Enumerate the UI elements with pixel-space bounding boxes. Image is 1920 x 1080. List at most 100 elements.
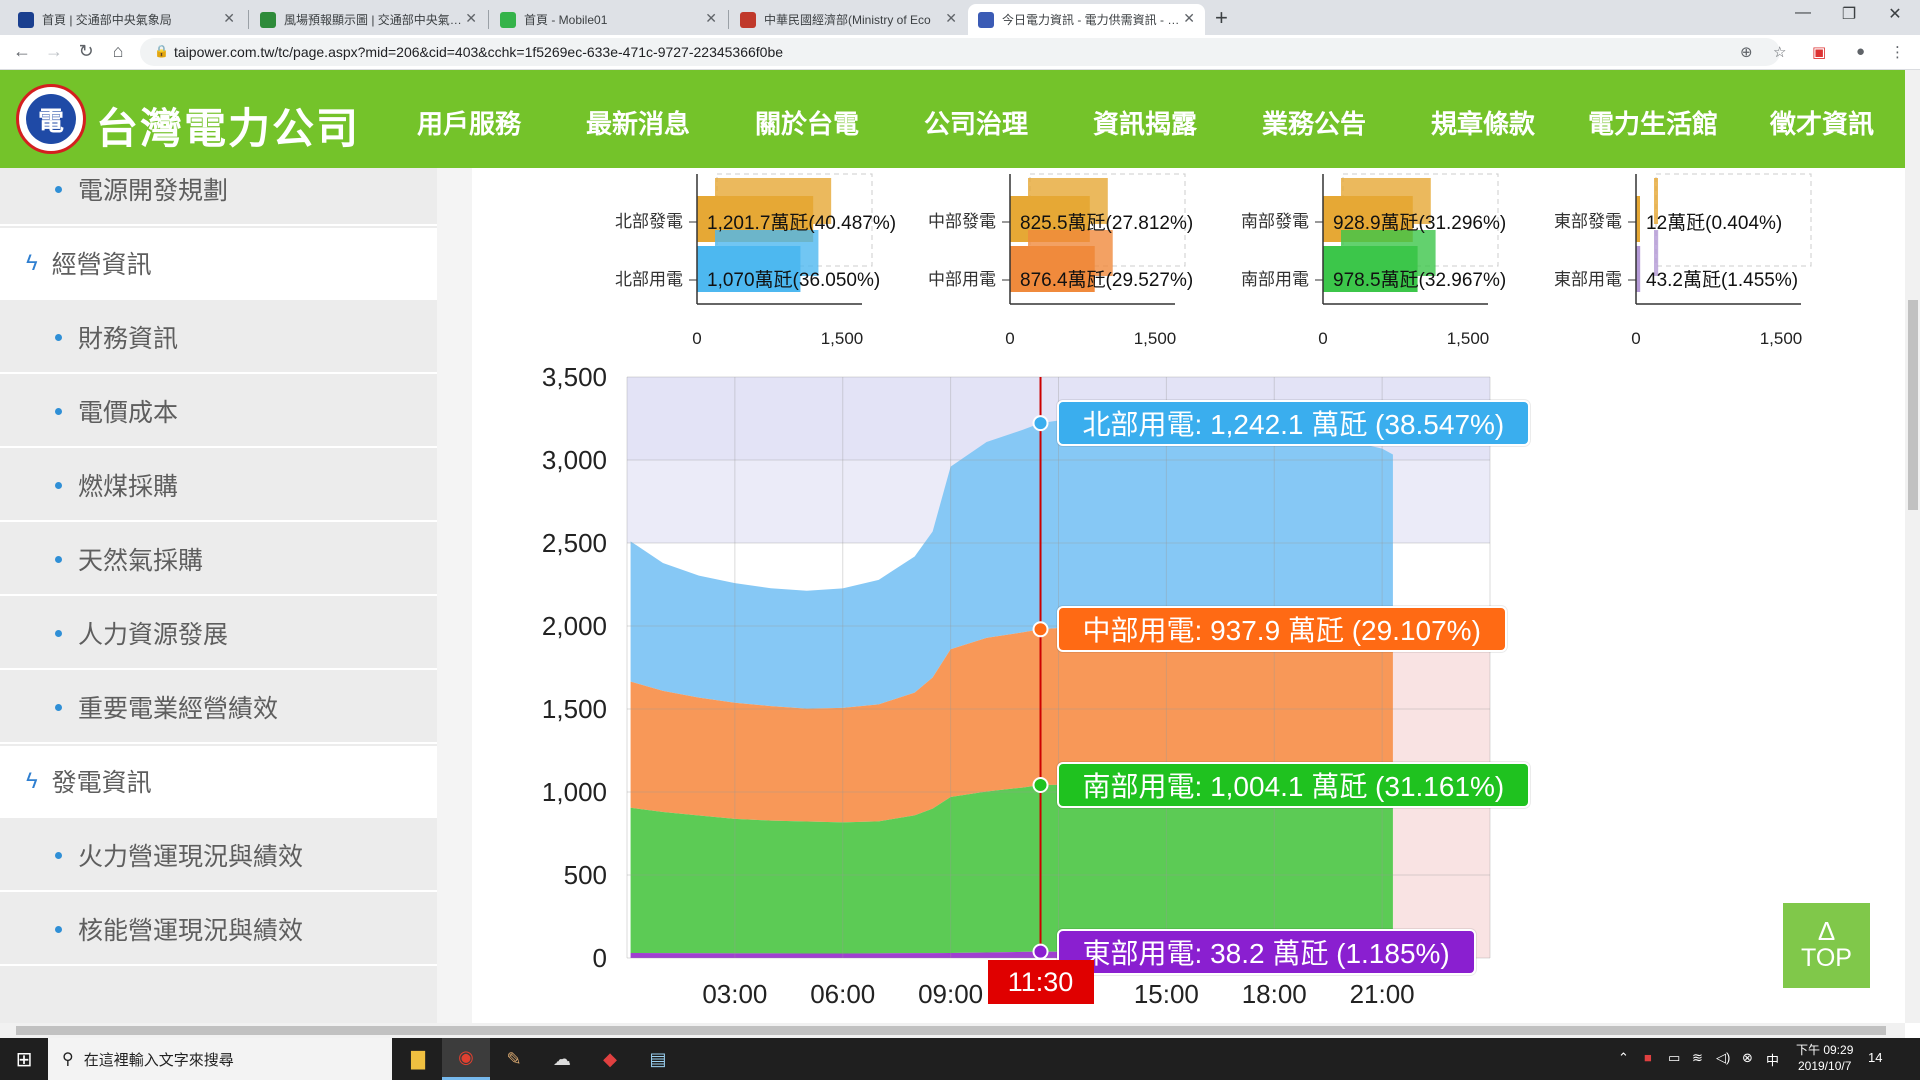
sidebar-item[interactable]: 燃煤採購 — [0, 450, 437, 522]
tab-favicon-icon — [260, 11, 276, 28]
extension-icon[interactable]: ▣ — [1812, 44, 1827, 61]
y-tick-label: 1,500 — [542, 694, 607, 724]
use-bar — [1636, 246, 1641, 292]
sidebar-item[interactable]: 核能營運現況與績效 — [0, 894, 437, 966]
lightning-icon: ϟ — [26, 250, 38, 275]
x-tick-label: 09:00 — [918, 979, 983, 1009]
scroll-thumb[interactable] — [16, 1026, 1886, 1035]
back-to-top-button[interactable]: Δ TOP — [1783, 903, 1870, 988]
x-tick-label: 03:00 — [702, 979, 767, 1009]
tray-app-icon[interactable]: ■ — [1644, 1050, 1652, 1065]
scroll-thumb[interactable] — [1908, 300, 1918, 510]
horizontal-scrollbar[interactable] — [0, 1023, 1905, 1038]
taskbar-search[interactable]: ⚲ 在這裡輸入文字來搜尋 — [48, 1038, 392, 1080]
tab-close-icon[interactable]: ✕ — [223, 10, 235, 26]
tab-close-icon[interactable]: ✕ — [945, 10, 957, 26]
reload-icon[interactable]: ↻ — [78, 41, 94, 61]
bookmark-star-icon[interactable]: ☆ — [1773, 44, 1787, 61]
menu-item-news[interactable]: 最新消息 — [586, 109, 691, 139]
menu-item-disclosure[interactable]: 資訊揭露 — [1093, 109, 1198, 139]
volume-icon[interactable]: ◁) — [1716, 1050, 1731, 1065]
region-gen-label: 北部發電 — [615, 212, 683, 231]
sidebar-item[interactable]: 電價成本 — [0, 376, 437, 448]
y-tick-label: 0 — [593, 943, 607, 973]
up-arrow-icon: Δ — [1817, 916, 1836, 946]
sidebar-item-label: 火力營運現況與績效 — [78, 843, 304, 871]
home-icon[interactable]: ⌂ — [112, 41, 124, 61]
browser-tab-active[interactable]: 今日電力資訊 - 電力供需資訊 - … ✕ — [968, 4, 1205, 35]
profile-icon[interactable]: ● — [1856, 43, 1866, 60]
chrome-icon[interactable]: ◉ — [442, 1038, 490, 1080]
series-marker — [1032, 415, 1049, 432]
input-method-icon[interactable]: 中 — [1766, 1053, 1780, 1068]
menu-item-life-hall[interactable]: 電力生活館 — [1588, 109, 1719, 139]
tab-close-icon[interactable]: ✕ — [1183, 10, 1195, 26]
menu-item-regulations[interactable]: 規章條款 — [1431, 109, 1536, 139]
tab-close-icon[interactable]: ✕ — [705, 10, 717, 26]
browser-tab[interactable]: 首頁 - Mobile01 ✕ — [490, 4, 727, 35]
clock-date: 2019/10/7 — [1797, 1059, 1852, 1073]
menu-item-careers[interactable]: 徵才資訊 — [1770, 109, 1875, 139]
windows-start-icon[interactable]: ⊞ — [15, 1048, 33, 1071]
bullet-icon — [55, 555, 62, 563]
sidebar-item[interactable]: 電源開發規劃 — [0, 168, 437, 226]
close-window-button[interactable]: ✕ — [1888, 6, 1902, 23]
use-value-label: 978.5萬瓩(32.967%) — [1333, 269, 1506, 291]
address-bar[interactable]: 🔒 taipower.com.tw/tc/page.aspx?mid=206&c… — [140, 38, 1780, 66]
menu-item-governance[interactable]: 公司治理 — [924, 109, 1029, 139]
use-bar — [697, 246, 801, 292]
browser-tab[interactable]: 中華民國經濟部(Ministry of Eco ✕ — [730, 4, 967, 35]
sidebar-item[interactable]: 財務資訊 — [0, 302, 437, 374]
sidebar-item[interactable]: 人力資源發展 — [0, 598, 437, 670]
minimize-button[interactable]: — — [1795, 4, 1811, 21]
notification-icon[interactable]: 14 — [1868, 1050, 1882, 1065]
series-tooltip: 南部用電: 1,004.1 萬瓩 (31.161%) — [1056, 761, 1531, 808]
app-icon[interactable]: ▤ — [649, 1048, 667, 1069]
panel-tick-label: 0 — [1318, 329, 1327, 348]
series-tooltip: 北部用電: 1,242.1 萬瓩 (38.547%) — [1056, 400, 1531, 447]
panel-tick-label: 1,500 — [1447, 329, 1490, 348]
back-arrow-icon[interactable]: ← — [13, 41, 31, 61]
menu-item-about[interactable]: 關於台電 — [755, 109, 860, 139]
sidebar-item[interactable]: 天然氣採購 — [0, 524, 437, 596]
browser-tab[interactable]: 首頁 | 交通部中央氣象局 ✕ — [8, 4, 245, 35]
tray-device-icon[interactable]: ▭ — [1668, 1050, 1681, 1065]
app-icon[interactable]: ◆ — [603, 1048, 617, 1069]
file-explorer-icon[interactable]: ▇ — [411, 1048, 425, 1069]
taipower-logo[interactable]: 電 — [16, 84, 86, 154]
x-tick-label: 18:00 — [1242, 979, 1307, 1009]
sidebar-section-header[interactable]: ϟ 經營資訊 — [0, 228, 437, 300]
vertical-scrollbar[interactable] — [1905, 70, 1920, 1023]
zoom-icon[interactable]: ⊕ — [1740, 44, 1753, 61]
menu-kebab-icon[interactable]: ⋮ — [1890, 44, 1905, 61]
sidebar-item-label: 核能營運現況與績效 — [78, 917, 304, 945]
sidebar-item[interactable]: 火力營運現況與績效 — [0, 820, 437, 892]
wifi-icon[interactable]: ≋ — [1692, 1050, 1703, 1065]
maximize-button[interactable]: ❐ — [1841, 6, 1857, 23]
tray-close-icon[interactable]: ⊗ — [1742, 1050, 1753, 1065]
clock[interactable]: 下午 09:29 2019/10/7 — [1796, 1042, 1853, 1074]
gen-value-label: 12萬瓩(0.404%) — [1646, 212, 1782, 234]
new-tab-button[interactable]: + — [1215, 5, 1228, 30]
tab-close-icon[interactable]: ✕ — [465, 10, 477, 26]
tab-favicon-icon — [18, 11, 34, 28]
use-bar — [1010, 246, 1095, 292]
sidebar-item[interactable]: 重要電業經營績效 — [0, 672, 437, 744]
series-tooltip: 中部用電: 937.9 萬瓩 (29.107%) — [1056, 606, 1507, 653]
tray-chevron-icon[interactable]: ⌃ — [1618, 1050, 1629, 1065]
forward-arrow-icon[interactable]: → — [45, 41, 63, 61]
panel-tick-label: 0 — [692, 329, 701, 348]
bullet-icon — [55, 481, 62, 489]
app-icon[interactable]: ✎ — [506, 1048, 522, 1069]
panel-tick-label: 0 — [1631, 329, 1640, 348]
app-icon[interactable]: ☁ — [553, 1048, 571, 1069]
menu-item-user-service[interactable]: 用戶服務 — [417, 109, 522, 139]
menu-item-announcements[interactable]: 業務公告 — [1262, 109, 1367, 139]
use-bar-back — [1654, 230, 1659, 276]
gen-bar-back — [1654, 178, 1658, 224]
sidebar-section-header[interactable]: ϟ 發電資訊 — [0, 746, 437, 818]
windows-taskbar: ⊞ ⚲ 在這裡輸入文字來搜尋 ▇ ◉ ✎ ☁ ◆ ▤ ⌃ ■ ▭ ≋ ◁) ⊗ … — [0, 1038, 1920, 1080]
browser-tab[interactable]: 風場預報顯示圖 | 交通部中央氣… ✕ — [250, 4, 487, 35]
logo-text[interactable]: 台灣電力公司 — [96, 104, 361, 153]
